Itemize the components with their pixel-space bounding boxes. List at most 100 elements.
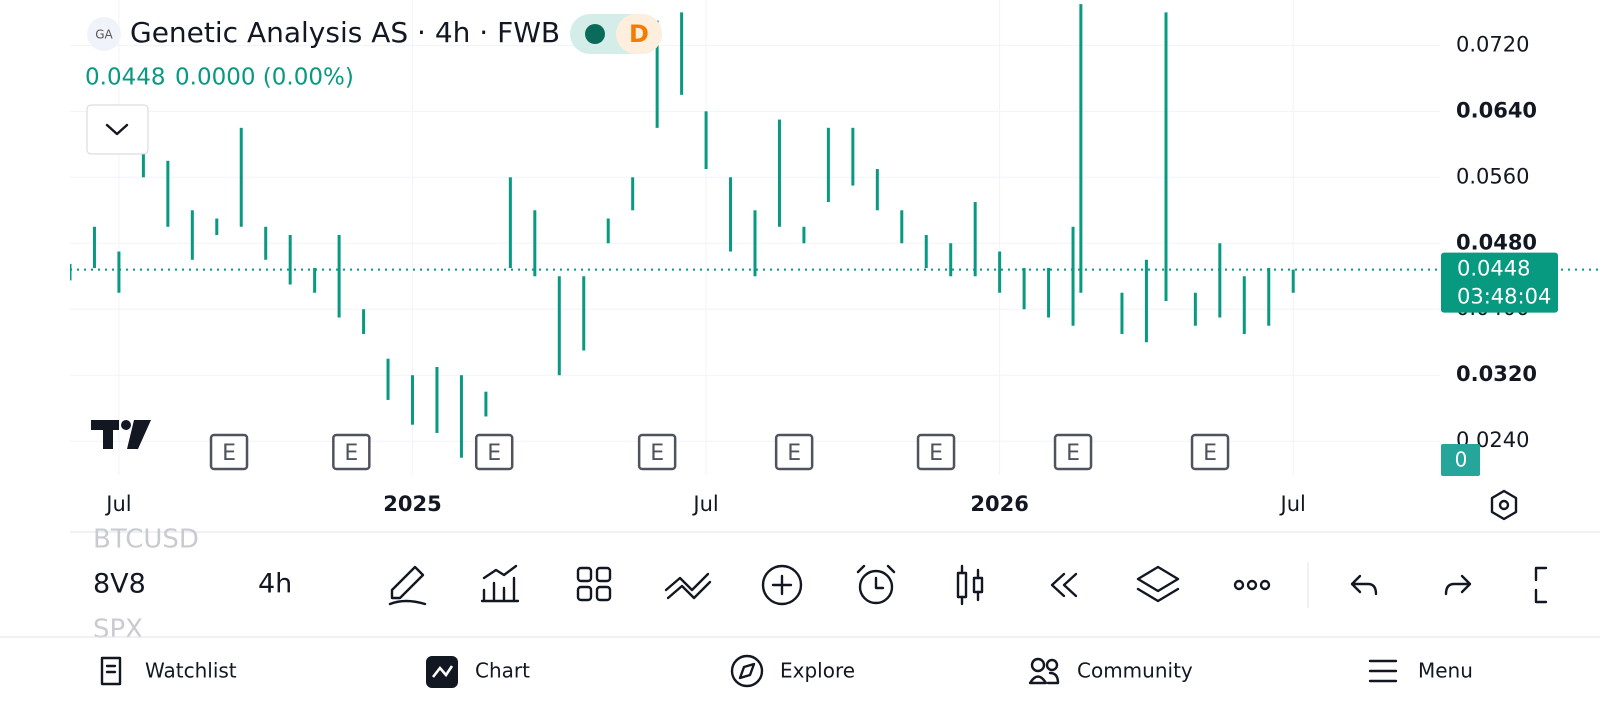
candle [1218, 243, 1222, 318]
draw-tool[interactable] [388, 565, 427, 606]
y-tick-label: 0.0320 [1456, 362, 1537, 386]
badge-text: D [629, 20, 649, 48]
menu-icon [1368, 659, 1398, 683]
layers-tool[interactable] [1136, 565, 1180, 603]
candle [190, 210, 194, 260]
candle [900, 210, 904, 244]
undo-button[interactable] [1350, 574, 1378, 596]
last-price: 0.0448 [85, 65, 165, 91]
candle [802, 226, 806, 244]
candle [753, 210, 757, 277]
candle [239, 127, 243, 227]
y-tick-label: 0.0560 [1456, 164, 1529, 188]
tv-logo [91, 420, 151, 449]
nav-item[interactable]: Explore [780, 659, 855, 683]
symbol-option[interactable]: BTCUSD [93, 525, 199, 555]
more-tool[interactable] [1233, 579, 1271, 591]
candle [1079, 4, 1083, 293]
candle [1047, 268, 1051, 318]
candle [606, 218, 610, 244]
nav-item[interactable]: Chart [475, 659, 530, 683]
candle [484, 391, 488, 417]
add-tool[interactable] [761, 564, 803, 606]
event-label: E [1066, 441, 1080, 466]
volume-label-box [1441, 444, 1480, 476]
candle [875, 169, 879, 211]
earnings-event[interactable]: E [1053, 433, 1093, 471]
earnings-event[interactable]: E [637, 433, 677, 471]
event-label: E [344, 441, 358, 466]
candle [729, 177, 733, 252]
y-tick-label: 0.0640 [1456, 98, 1537, 122]
alert-tool[interactable] [856, 564, 896, 605]
candle [459, 375, 463, 458]
compare-tool[interactable] [664, 572, 712, 600]
candle [1144, 259, 1148, 343]
interval-button[interactable]: 4h [258, 569, 292, 600]
symbol-option[interactable]: 8V8 [93, 569, 146, 600]
event-badge [1053, 433, 1093, 471]
layouts-tool[interactable] [576, 566, 612, 602]
candle [508, 177, 512, 269]
event-badge [474, 433, 514, 471]
candle [337, 235, 341, 318]
indicators-tool[interactable] [480, 564, 520, 603]
nav-item[interactable]: Community [1077, 659, 1193, 683]
chevron-icon [105, 123, 129, 136]
price-label: 0.0448 [1457, 257, 1530, 281]
candle [362, 309, 366, 334]
candle [1022, 268, 1026, 310]
collapse-button[interactable] [86, 104, 149, 155]
market-dot [585, 24, 605, 44]
fullscreen-button[interactable] [1534, 566, 1548, 604]
candle [1164, 12, 1168, 301]
candle [1193, 292, 1197, 326]
earnings-event[interactable]: E [774, 433, 814, 471]
nav-item[interactable]: Watchlist [145, 659, 237, 683]
event-label: E [929, 441, 943, 466]
candle [117, 251, 121, 293]
earnings-event[interactable]: E [209, 433, 249, 471]
symbol-option[interactable]: SPX [93, 615, 143, 645]
candle [631, 177, 635, 211]
event-label: E [787, 441, 801, 466]
chart-icon-line [431, 665, 454, 678]
candle [313, 268, 317, 293]
nav-item[interactable]: Menu [1418, 659, 1473, 683]
event-badge [1190, 433, 1230, 471]
event-badge [637, 433, 677, 471]
earnings-event[interactable]: E [1190, 433, 1230, 471]
event-badge [332, 433, 371, 471]
symbol-title[interactable]: Genetic Analysis AS · 4h · FWB [130, 16, 560, 49]
candle [680, 12, 684, 95]
redo-button[interactable] [1444, 574, 1472, 596]
replay-tool[interactable] [1050, 572, 1078, 598]
x-tick-label: 2025 [383, 492, 441, 516]
symbol-logo [87, 17, 121, 51]
price-label-box [1441, 252, 1558, 313]
candle [166, 160, 170, 227]
chart-type-tool[interactable] [956, 564, 984, 606]
event-label: E [222, 441, 236, 466]
candle [264, 226, 268, 260]
candle [655, 20, 659, 128]
candle [1267, 268, 1271, 326]
candle [557, 276, 561, 376]
candle [704, 111, 708, 170]
y-tick-label: 0.0720 [1456, 32, 1529, 56]
candle [998, 251, 1002, 293]
earnings-event[interactable]: E [916, 433, 956, 471]
candle [1291, 269, 1295, 293]
candle [1242, 276, 1246, 334]
candle [411, 375, 414, 425]
candle [70, 263, 72, 281]
earnings-event[interactable]: E [474, 433, 514, 471]
event-label: E [650, 441, 664, 466]
earnings-event[interactable]: E [332, 433, 371, 471]
price-change: 0.0000 (0.00%) [175, 65, 354, 91]
event-label: E [487, 441, 501, 466]
x-tick-label: Jul [104, 492, 131, 516]
y-tick-label: 0.0480 [1456, 230, 1537, 254]
settings-icon[interactable] [1490, 489, 1518, 521]
